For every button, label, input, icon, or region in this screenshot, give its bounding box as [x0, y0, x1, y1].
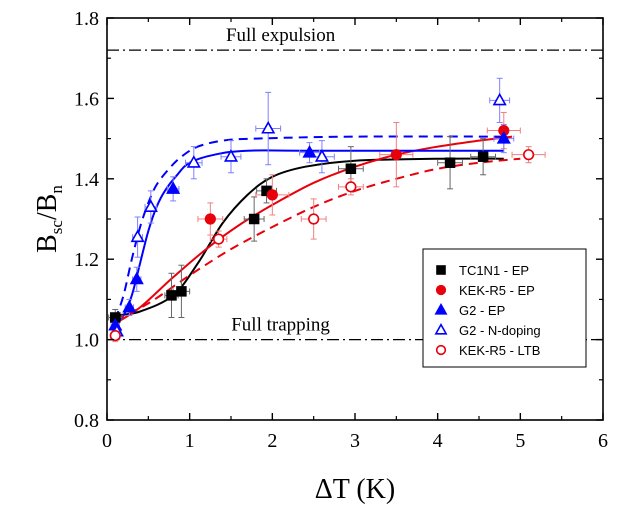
- point-kek-r5-ep: [204, 213, 216, 225]
- legend-box: [422, 248, 587, 368]
- x-axis-title: ΔT (K): [315, 474, 395, 505]
- x-tick-label: 2: [267, 430, 277, 452]
- fit-curve-g2-n-doping: [114, 135, 504, 320]
- fit-curve-kek-r5-ep: [114, 135, 513, 325]
- legend-marker-kek-r5-ltb: [435, 344, 447, 356]
- y-tick-label: 1.4: [74, 169, 99, 191]
- axis-ticks: 0 1 2 3 4 5 6 0.8 1.0 1.2 1.4 1.6 1.8: [74, 8, 608, 452]
- point-g2-ep: [496, 130, 511, 144]
- legend: TC1N1 - EP KEK-R5 - EP G2 - EP G2 - N-dopin…: [422, 248, 587, 368]
- y-tick-label: 1.2: [74, 249, 99, 271]
- point-g2-ep: [302, 145, 317, 158]
- point-g2-n-doping: [492, 92, 507, 106]
- point-g2-ep: [166, 181, 181, 194]
- x-tick-label: 3: [350, 430, 360, 452]
- legend-marker-g2-ep: [434, 302, 448, 315]
- legend-marker-g2-n-doping: [434, 322, 448, 335]
- point-kek-r5-ltb: [522, 149, 535, 161]
- y-tick-label: 1.8: [74, 8, 99, 30]
- y-tick-label: 1.0: [74, 330, 99, 352]
- y-tick-label: 1.6: [74, 88, 99, 110]
- point-g2-n-doping: [186, 155, 201, 168]
- point-kek-r5-ltb: [109, 329, 121, 342]
- reference-line-labels: Full expulsion Full trapping: [226, 25, 336, 335]
- data-markers: [108, 92, 535, 342]
- point-g2-n-doping: [223, 149, 239, 162]
- legend-label-kek-r5-ltb: KEK-R5 - LTB: [459, 343, 540, 358]
- legend-label-g2-ep: G2 - EP: [459, 303, 505, 318]
- point-kek-r5-ep: [266, 189, 278, 201]
- y-axis-title-sub1: sc: [47, 220, 66, 235]
- point-g2-ep: [129, 271, 144, 285]
- legend-label-kek-r5-ep: KEK-R5 - EP: [459, 283, 535, 298]
- point-tc1n1-ep: [176, 286, 187, 297]
- y-axis-title: Bsc/Bn: [32, 185, 66, 253]
- point-tc1n1-ep: [248, 213, 260, 225]
- x-tick-label: 0: [102, 430, 112, 452]
- legend-marker-tc1n1-ep: [436, 265, 446, 275]
- point-kek-r5-ltb: [345, 181, 357, 193]
- point-tc1n1-ep: [444, 157, 456, 168]
- point-tc1n1-ep: [345, 163, 357, 174]
- point-g2-n-doping: [130, 229, 145, 243]
- point-kek-r5-ltb: [213, 233, 225, 245]
- legend-label-tc1n1-ep: TC1N1 - EP: [459, 263, 529, 278]
- full-expulsion-label: Full expulsion: [226, 25, 336, 46]
- y-axis-title-slash: /B: [32, 194, 63, 220]
- point-g2-ep: [122, 299, 137, 313]
- point-g2-n-doping: [261, 120, 276, 134]
- x-tick-label: 6: [598, 430, 608, 452]
- point-tc1n1-ep: [477, 151, 489, 162]
- fit-curve-g2-ep: [114, 149, 504, 325]
- point-kek-r5-ep: [390, 149, 402, 161]
- point-g2-n-doping: [314, 149, 329, 162]
- x-tick-label: 5: [515, 430, 525, 452]
- full-trapping-label: Full trapping: [231, 315, 330, 336]
- point-g2-n-doping: [143, 199, 158, 212]
- y-axis-title-main: B: [32, 234, 63, 253]
- y-tick-label: 0.8: [74, 410, 99, 432]
- legend-label-g2-n-doping: G2 - N-doping: [459, 323, 541, 338]
- point-kek-r5-ltb: [308, 213, 320, 225]
- legend-marker-kek-r5-ep: [435, 284, 447, 296]
- x-tick-label: 4: [433, 430, 443, 452]
- x-tick-label: 1: [185, 430, 195, 452]
- point-tc1n1-ep: [166, 290, 177, 301]
- y-axis-title-sub2: n: [47, 185, 66, 194]
